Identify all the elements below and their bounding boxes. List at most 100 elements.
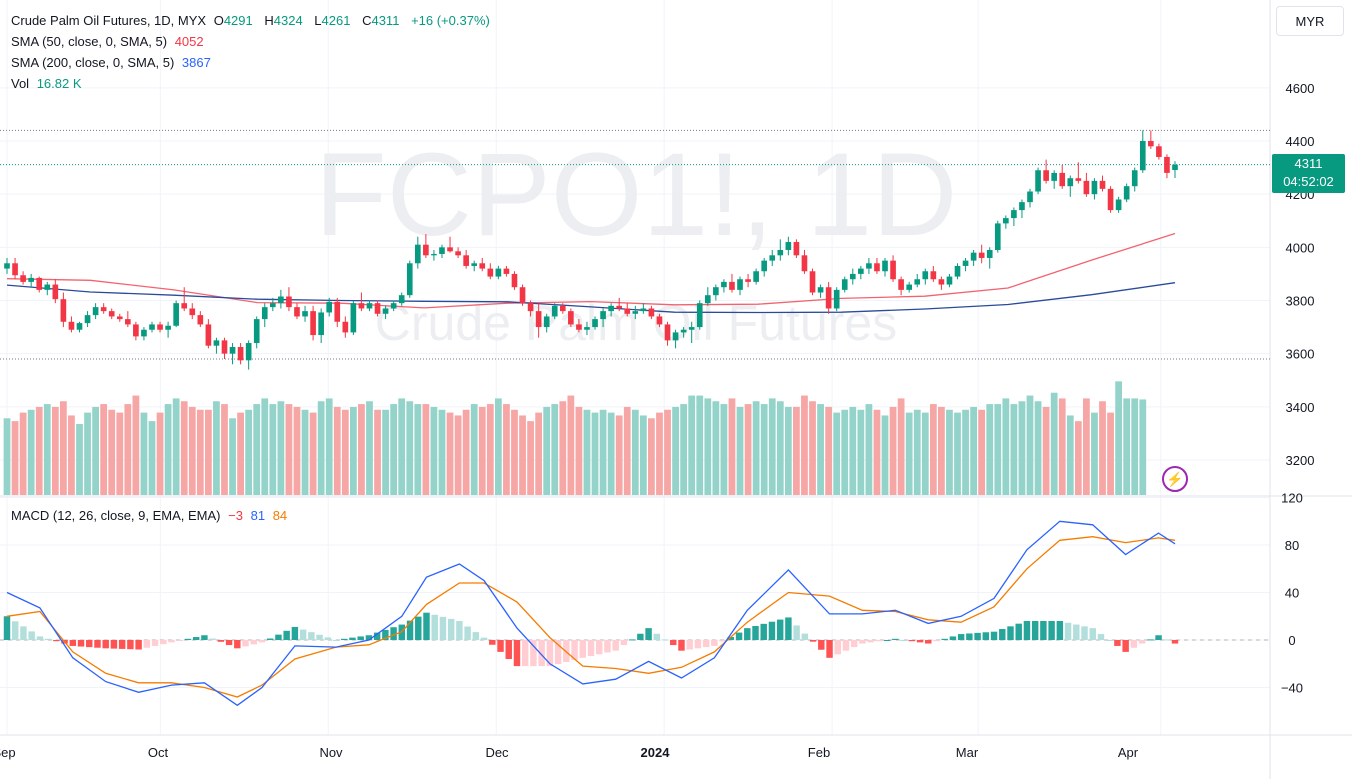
- macd-histogram-bar: [982, 632, 990, 640]
- macd-histogram-bar: [390, 627, 397, 640]
- candle-body: [68, 321, 75, 330]
- sma50-legend[interactable]: SMA (50, close, 0, SMA, 5) 4052: [11, 31, 208, 52]
- macd-histogram-bar: [94, 640, 101, 648]
- candle-body: [165, 325, 171, 330]
- volume-bar: [374, 409, 381, 495]
- macd-histogram-bar: [1171, 640, 1179, 644]
- volume-bar: [398, 398, 406, 495]
- macd-histogram-bar: [3, 616, 11, 640]
- chart-title[interactable]: Crude Palm Oil Futures, 1D, MYX: [11, 13, 207, 28]
- volume-bar: [527, 421, 534, 495]
- volume-bar: [873, 409, 881, 495]
- high-label: H: [264, 13, 274, 28]
- candle-body: [664, 324, 671, 341]
- volume-bar: [269, 404, 277, 495]
- candle-body: [431, 253, 437, 256]
- volume-bar: [970, 406, 978, 495]
- volume-bar: [511, 409, 518, 495]
- volume-bar: [575, 406, 583, 495]
- sma200-legend[interactable]: SMA (200, close, 0, SMA, 5) 3867: [11, 52, 215, 73]
- volume-bar: [688, 395, 696, 495]
- watermark: FCPO1!, 1D Crude Palm Oil Futures: [315, 129, 958, 351]
- volume-bar: [35, 406, 43, 495]
- candle-body: [793, 242, 800, 256]
- candle-body: [1011, 210, 1017, 219]
- macd-histogram-bar: [785, 617, 792, 640]
- candle-body: [713, 287, 719, 296]
- volume-legend[interactable]: Vol 16.82 K: [11, 73, 86, 94]
- macd-histogram-bar: [1015, 623, 1022, 640]
- candle-body: [882, 260, 888, 272]
- candle-body: [890, 260, 896, 280]
- low-label: L: [314, 13, 322, 28]
- low-value: 4261: [321, 13, 351, 28]
- volume-bar: [1091, 412, 1098, 495]
- candle-body: [20, 275, 26, 282]
- macd-histogram-bar: [752, 625, 759, 640]
- volume-bar: [454, 415, 462, 495]
- macd-histogram-bar: [1073, 624, 1080, 640]
- macd-histogram-bar: [225, 640, 233, 646]
- candle-body: [785, 242, 792, 250]
- macd-histogram-bar: [299, 629, 307, 640]
- candle-body: [350, 303, 357, 333]
- volume-bar: [913, 409, 921, 495]
- macd-histogram-bar: [1031, 621, 1039, 640]
- volume-bar: [172, 398, 180, 495]
- time-axis-label: Dec: [485, 745, 509, 760]
- volume-bars: [3, 381, 1147, 495]
- volume-bar: [599, 409, 607, 495]
- candle-body: [253, 319, 260, 344]
- macd-histogram-bar: [554, 640, 562, 665]
- candle-body: [310, 311, 316, 336]
- candle-body: [374, 303, 381, 314]
- candle-body: [1035, 170, 1041, 192]
- volume-bar: [108, 409, 116, 495]
- currency-button[interactable]: MYR: [1276, 6, 1344, 36]
- macd-histogram-bar: [546, 640, 554, 667]
- macd-histogram-bar: [332, 640, 340, 641]
- candle-body: [286, 296, 292, 308]
- watermark-name: Crude Palm Oil Futures: [375, 295, 897, 351]
- volume-bar: [1018, 401, 1026, 495]
- candle-body: [125, 319, 131, 325]
- candle-body: [100, 307, 107, 312]
- candle-body: [841, 279, 848, 290]
- candle-body: [640, 308, 647, 312]
- macd-histogram-bar: [1023, 621, 1031, 640]
- macd-histogram-bar: [242, 640, 249, 647]
- macd-histogram-bar: [612, 640, 619, 651]
- macd-histogram-bar: [20, 626, 27, 640]
- candle-body: [149, 324, 155, 330]
- candle-body: [326, 301, 333, 313]
- macd-histogram-bar: [44, 638, 52, 640]
- volume-bar: [559, 401, 567, 495]
- volume-bar: [648, 418, 655, 495]
- macd-histogram-bar: [916, 640, 924, 643]
- candle-body: [414, 244, 421, 264]
- macd-histogram-bar: [760, 623, 767, 640]
- lightning-icon[interactable]: ⚡: [1162, 466, 1188, 492]
- volume-bar: [865, 404, 873, 495]
- volume-bar: [1034, 401, 1042, 495]
- watermark-symbol: FCPO1!, 1D: [315, 129, 958, 261]
- volume-bar: [1083, 398, 1090, 495]
- candle-body: [914, 279, 921, 285]
- macd-histogram-bar: [834, 640, 841, 655]
- macd-histogram-bar: [587, 640, 595, 657]
- volume-bar: [994, 404, 1002, 495]
- macd-histogram-bar: [382, 629, 389, 640]
- macd-legend[interactable]: MACD (12, 26, close, 9, EMA, EMA) −3 81 …: [11, 505, 291, 526]
- candles: [4, 130, 1178, 370]
- candle-body: [406, 263, 413, 296]
- candle-body: [342, 321, 349, 333]
- macd-histogram-bar: [883, 640, 891, 641]
- volume-bar: [3, 418, 11, 495]
- macd-histogram-bar: [744, 628, 751, 640]
- macd-histogram-bar: [423, 612, 430, 640]
- volume-bar: [76, 423, 83, 495]
- candle-body: [704, 295, 711, 304]
- candle-body: [1003, 218, 1009, 224]
